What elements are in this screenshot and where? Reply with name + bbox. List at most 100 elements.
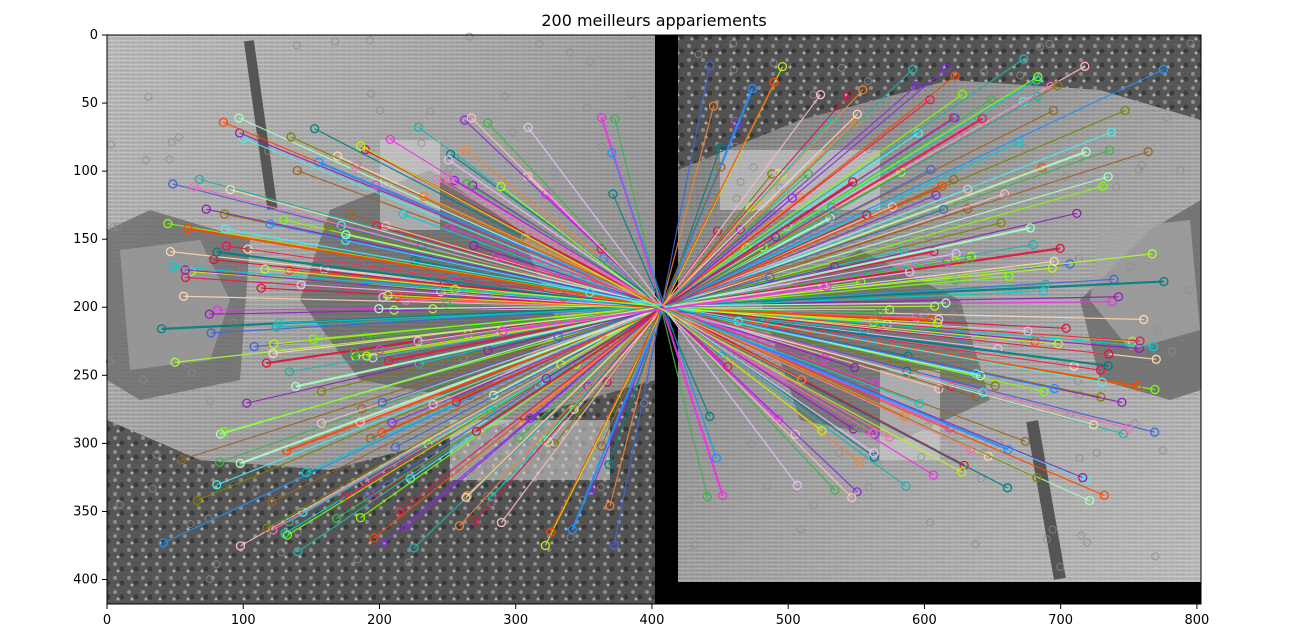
match-line	[502, 285, 827, 333]
keypoint-circle	[355, 417, 365, 427]
keypoint-circle	[1055, 243, 1065, 253]
keypoint-circle	[1039, 387, 1049, 397]
unmatched-keypoint	[1035, 42, 1044, 51]
keypoint-circle	[280, 528, 290, 538]
unmatched-keypoint	[1162, 113, 1171, 122]
unmatched-keypoint	[148, 484, 157, 493]
keypoint-circle	[950, 113, 960, 123]
unmatched-keypoint	[167, 138, 176, 147]
x-tick-label: 800	[1184, 613, 1209, 628]
unmatched-keypoint	[694, 50, 703, 59]
chart-title: 200 meilleurs appariements	[541, 11, 766, 30]
keypoint-circle	[1099, 490, 1109, 500]
keypoint-circle	[212, 480, 222, 490]
unmatched-keypoint	[484, 463, 493, 472]
unmatched-keypoint	[729, 39, 738, 48]
keypoint-circle	[225, 184, 235, 195]
unmatched-keypoint	[365, 36, 374, 45]
unmatched-keypoint	[205, 575, 214, 584]
keypoint-circle	[767, 169, 777, 179]
keypoint-circle	[1103, 171, 1113, 182]
keypoint-circle	[1149, 427, 1160, 437]
unmatched-keypoint	[1077, 531, 1086, 540]
y-tick-label: 250	[73, 368, 98, 383]
unmatched-keypoint	[1056, 562, 1065, 571]
keypoint-circle	[249, 341, 259, 352]
keypoint-circle	[1158, 64, 1169, 75]
keypoint-circle	[301, 467, 311, 478]
keypoint-circle	[271, 322, 282, 332]
unmatched-keypoint	[864, 483, 873, 492]
unmatched-keypoint	[483, 492, 492, 501]
keypoint-circle	[1159, 276, 1169, 287]
keypoint-circle	[1020, 436, 1031, 446]
keypoint-circle	[938, 204, 949, 215]
keypoint-circle	[607, 148, 617, 158]
keypoint-circle	[234, 113, 244, 123]
keypoint-circle	[956, 332, 966, 342]
keypoint-circle	[428, 399, 438, 410]
unmatched-keypoint	[144, 92, 153, 101]
unmatched-keypoint	[1075, 454, 1084, 463]
keypoint-circle	[787, 193, 797, 203]
keypoint-circle	[284, 265, 295, 275]
keypoint-circle	[419, 191, 429, 202]
keypoint-circle	[774, 168, 784, 178]
unmatched-keypoint	[251, 485, 260, 494]
keypoint-circle	[977, 113, 988, 124]
keypoint-circle	[183, 223, 193, 234]
keypoint-circle	[957, 89, 968, 99]
keypoint-circle	[852, 487, 862, 497]
keypoint-circle	[262, 523, 272, 533]
keypoint-circle	[715, 143, 725, 153]
keypoint-circle	[539, 435, 549, 446]
keypoint-circle	[705, 411, 715, 422]
keypoint-circle	[341, 230, 351, 240]
keypoint-circle	[1003, 444, 1013, 455]
keypoint-circle	[293, 547, 303, 557]
keypoint-circle	[817, 425, 827, 436]
keypoint-circle	[541, 373, 551, 384]
keypoint-circle	[523, 122, 533, 133]
unmatched-keypoint	[446, 164, 455, 173]
unmatched-keypoint	[690, 540, 699, 549]
keypoint-circle	[718, 490, 728, 501]
keypoint-circle	[497, 326, 508, 336]
unmatched-keypoint	[152, 450, 161, 459]
keypoint-circle	[398, 209, 408, 219]
unmatched-keypoint	[139, 375, 148, 384]
keypoint-circle	[1084, 495, 1095, 506]
unmatched-keypoint	[1042, 535, 1051, 544]
keypoint-circle	[1113, 292, 1124, 302]
keypoint-circle	[1041, 279, 1051, 290]
unmatched-keypoint	[917, 452, 926, 461]
unmatched-keypoint	[277, 548, 286, 557]
keypoint-circle	[1118, 429, 1129, 439]
unmatched-keypoint	[264, 147, 273, 156]
keypoint-circle	[218, 117, 229, 127]
keypoint-circle	[928, 470, 939, 480]
x-tick-label: 200	[367, 613, 392, 628]
keypoint-circle	[206, 328, 216, 338]
keypoint-circle	[1061, 323, 1071, 333]
keypoint-circle	[950, 71, 960, 81]
keypoint-circle	[470, 516, 480, 527]
unmatched-keypoint	[543, 448, 552, 457]
keypoint-circle	[279, 215, 289, 225]
x-axis-ticks: 0 100 200 300 400 500 600 700 800	[103, 604, 1209, 628]
unmatched-keypoint	[678, 400, 687, 409]
unmatched-keypoint	[749, 163, 758, 172]
keypoint-circle	[170, 357, 180, 367]
keypoint-circle	[937, 181, 947, 191]
keypoint-circle	[702, 492, 713, 502]
keypoint-circle	[847, 492, 857, 503]
keypoint-circle	[292, 165, 302, 176]
unmatched-keypoint	[366, 89, 375, 98]
keypoint-circle	[747, 83, 758, 94]
keypoint-circle	[1104, 349, 1114, 359]
unmatched-keypoint	[1020, 144, 1029, 153]
keypoint-circle	[777, 61, 788, 72]
keypoint-circle	[902, 366, 912, 376]
keypoint-circle	[963, 204, 973, 214]
unmatched-keypoint	[186, 519, 195, 528]
